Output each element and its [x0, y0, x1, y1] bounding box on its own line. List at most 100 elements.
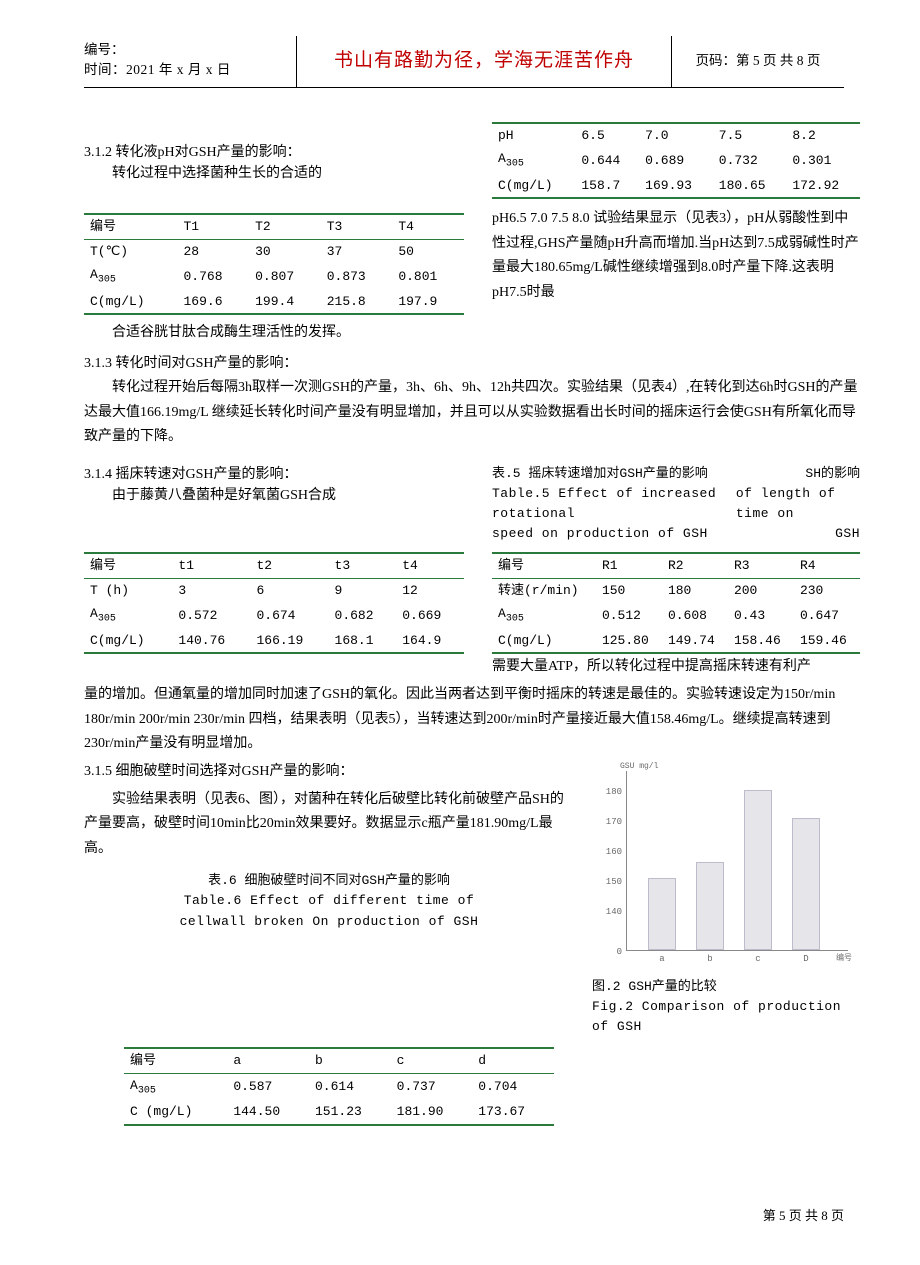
- cell: A305: [84, 602, 172, 629]
- cell: 37: [321, 239, 393, 263]
- label: A: [90, 606, 98, 621]
- section-312-row: 3.1.2 转化液pH对GSH产量的影响： 转化过程中选择菌种生长的合适的 pH…: [84, 114, 860, 200]
- cell: 编号: [84, 214, 178, 239]
- section-314-left: 3.1.4 摇床转速对GSH产量的影响： 由于藤黄八叠菌种是好氧菌GSH合成: [84, 464, 464, 545]
- chart-xlabel: 编号: [836, 953, 852, 965]
- subscript: 305: [506, 614, 524, 625]
- section-313-body: 转化过程开始后每隔3h取样一次测GSH的产量，3h、6h、9h、12h共四次。实…: [84, 376, 860, 450]
- chart-xtick: c: [746, 953, 770, 967]
- cell: R1: [596, 553, 662, 578]
- cell: 169.93: [639, 174, 713, 199]
- cell: c: [391, 1048, 473, 1073]
- cell: R3: [728, 553, 794, 578]
- subscript: 305: [98, 275, 116, 286]
- subscript: 305: [98, 614, 116, 625]
- cell: T2: [249, 214, 321, 239]
- chart-col: GSU mg/l 编号 0140150160170180abcD 图.2 GSH…: [592, 761, 860, 1037]
- cell: 9: [329, 578, 397, 602]
- cell: a: [227, 1048, 309, 1073]
- cell: 168.1: [329, 629, 397, 654]
- table-abcd-wrap: 编号abcd A3050.5870.6140.7370.704 C (mg/L)…: [124, 1047, 554, 1126]
- cell: pH: [492, 123, 575, 148]
- cell: 149.74: [662, 629, 728, 654]
- cell: b: [309, 1048, 391, 1073]
- chart-bar: [696, 862, 724, 950]
- cell: 8.2: [786, 123, 860, 148]
- subscript: 305: [138, 1085, 156, 1096]
- cell: 180: [662, 578, 728, 602]
- cell: 0.682: [329, 602, 397, 629]
- cell: d: [472, 1048, 554, 1073]
- cell: 0.669: [396, 602, 464, 629]
- table-T-wrap: 编号T1T2T3T4 T(℃)28303750 A3050.7680.8070.…: [84, 205, 464, 315]
- cell: 169.6: [178, 290, 250, 315]
- chart-xtick: b: [698, 953, 722, 967]
- section-312-left: 3.1.2 转化液pH对GSH产量的影响： 转化过程中选择菌种生长的合适的: [84, 114, 464, 200]
- cell: 144.50: [227, 1100, 309, 1125]
- cell: 7.5: [713, 123, 787, 148]
- cell: 0.512: [596, 602, 662, 629]
- cell: t1: [172, 553, 250, 578]
- cell: 158.46: [728, 629, 794, 654]
- cell: 转速(r/min): [492, 578, 596, 602]
- label: A: [130, 1078, 138, 1093]
- cell: 0.572: [172, 602, 250, 629]
- chart-bar: [648, 878, 676, 950]
- cap-cn-r: SH的影响: [805, 464, 860, 484]
- cap-en1: Table.5 Effect of increased rotational: [492, 484, 728, 524]
- section-315-body: 实验结果表明（见表6、图），对菌种在转化后破壁比转化前破壁产品SH的产量要高，破…: [84, 788, 574, 862]
- row-tables-tR: 编号t1t2t3t4 T (h)36912 A3050.5720.6740.68…: [84, 544, 860, 677]
- cell: 50: [392, 239, 464, 263]
- header-left: 编号： 时间：2021 年 x 月 x 日: [84, 36, 296, 87]
- cell: 6.5: [575, 123, 639, 148]
- cell: 0.732: [713, 147, 787, 174]
- fig2-en2: of GSH: [592, 1017, 860, 1037]
- chart-ytick: 180: [600, 786, 622, 800]
- cell: 0.807: [249, 263, 321, 290]
- cell: 159.46: [794, 629, 860, 654]
- cap6-cn: 表.6 细胞破壁时间不同对GSH产量的影响: [84, 871, 574, 891]
- section-315-title: 3.1.5 细胞破壁时间选择对GSH产量的影响：: [84, 761, 574, 782]
- chart-xaxis: [626, 950, 848, 951]
- cell: T4: [392, 214, 464, 239]
- header-motto: 书山有路勤为径，学海无涯苦作舟: [296, 36, 672, 87]
- cap-cn: 表.5 摇床转速增加对GSH产量的影响: [492, 464, 708, 484]
- chart-xtick: D: [794, 953, 818, 967]
- cell: 140.76: [172, 629, 250, 654]
- section-313: 3.1.3 转化时间对GSH产量的影响： 转化过程开始后每隔3h取样一次测GSH…: [84, 352, 860, 450]
- gsh-bar-chart: GSU mg/l 编号 0140150160170180abcD: [592, 761, 852, 971]
- cell: T1: [178, 214, 250, 239]
- cell: 0.873: [321, 263, 393, 290]
- cell: t3: [329, 553, 397, 578]
- table5-caption: 表.5 摇床转速增加对GSH产量的影响 SH的影响 Table.5 Effect …: [492, 464, 860, 545]
- cell: 151.23: [309, 1100, 391, 1125]
- label: A: [90, 267, 98, 282]
- section-314-title: 3.1.4 摇床转速对GSH产量的影响：: [84, 464, 464, 485]
- cell: 180.65: [713, 174, 787, 199]
- cell: A305: [84, 263, 178, 290]
- cap-en2r: GSH: [835, 524, 860, 544]
- cell: 200: [728, 578, 794, 602]
- cell: 28: [178, 239, 250, 263]
- page-footer: 第 5 页 共 8 页: [84, 1206, 844, 1226]
- cell: 197.9: [392, 290, 464, 315]
- cap-en2: speed on production of GSH: [492, 524, 708, 544]
- chart-ytick: 0: [600, 946, 622, 960]
- cell: 172.92: [786, 174, 860, 199]
- section-313-title: 3.1.3 转化时间对GSH产量的影响：: [84, 352, 860, 377]
- cell: 125.80: [596, 629, 662, 654]
- fig2-caption: 图.2 GSH产量的比较 Fig.2 Comparison of product…: [592, 977, 860, 1037]
- table6-caption: 表.6 细胞破壁时间不同对GSH产量的影响 Table.6 Effect of …: [84, 871, 574, 931]
- cell: T (h): [84, 578, 172, 602]
- cell: A305: [492, 147, 575, 174]
- cell: 0.674: [250, 602, 328, 629]
- table-R-wrap: 编号R1R2R3R4 转速(r/min)150180200230 A3050.5…: [492, 544, 860, 677]
- table-R: 编号R1R2R3R4 转速(r/min)150180200230 A3050.5…: [492, 552, 860, 654]
- cell: A305: [492, 602, 596, 629]
- cell: 173.67: [472, 1100, 554, 1125]
- subscript: 305: [506, 159, 524, 170]
- doc-date: 时间：2021 年 x 月 x 日: [84, 60, 296, 80]
- cell: A305: [124, 1073, 227, 1100]
- cell: 6: [250, 578, 328, 602]
- cell: 0.647: [794, 602, 860, 629]
